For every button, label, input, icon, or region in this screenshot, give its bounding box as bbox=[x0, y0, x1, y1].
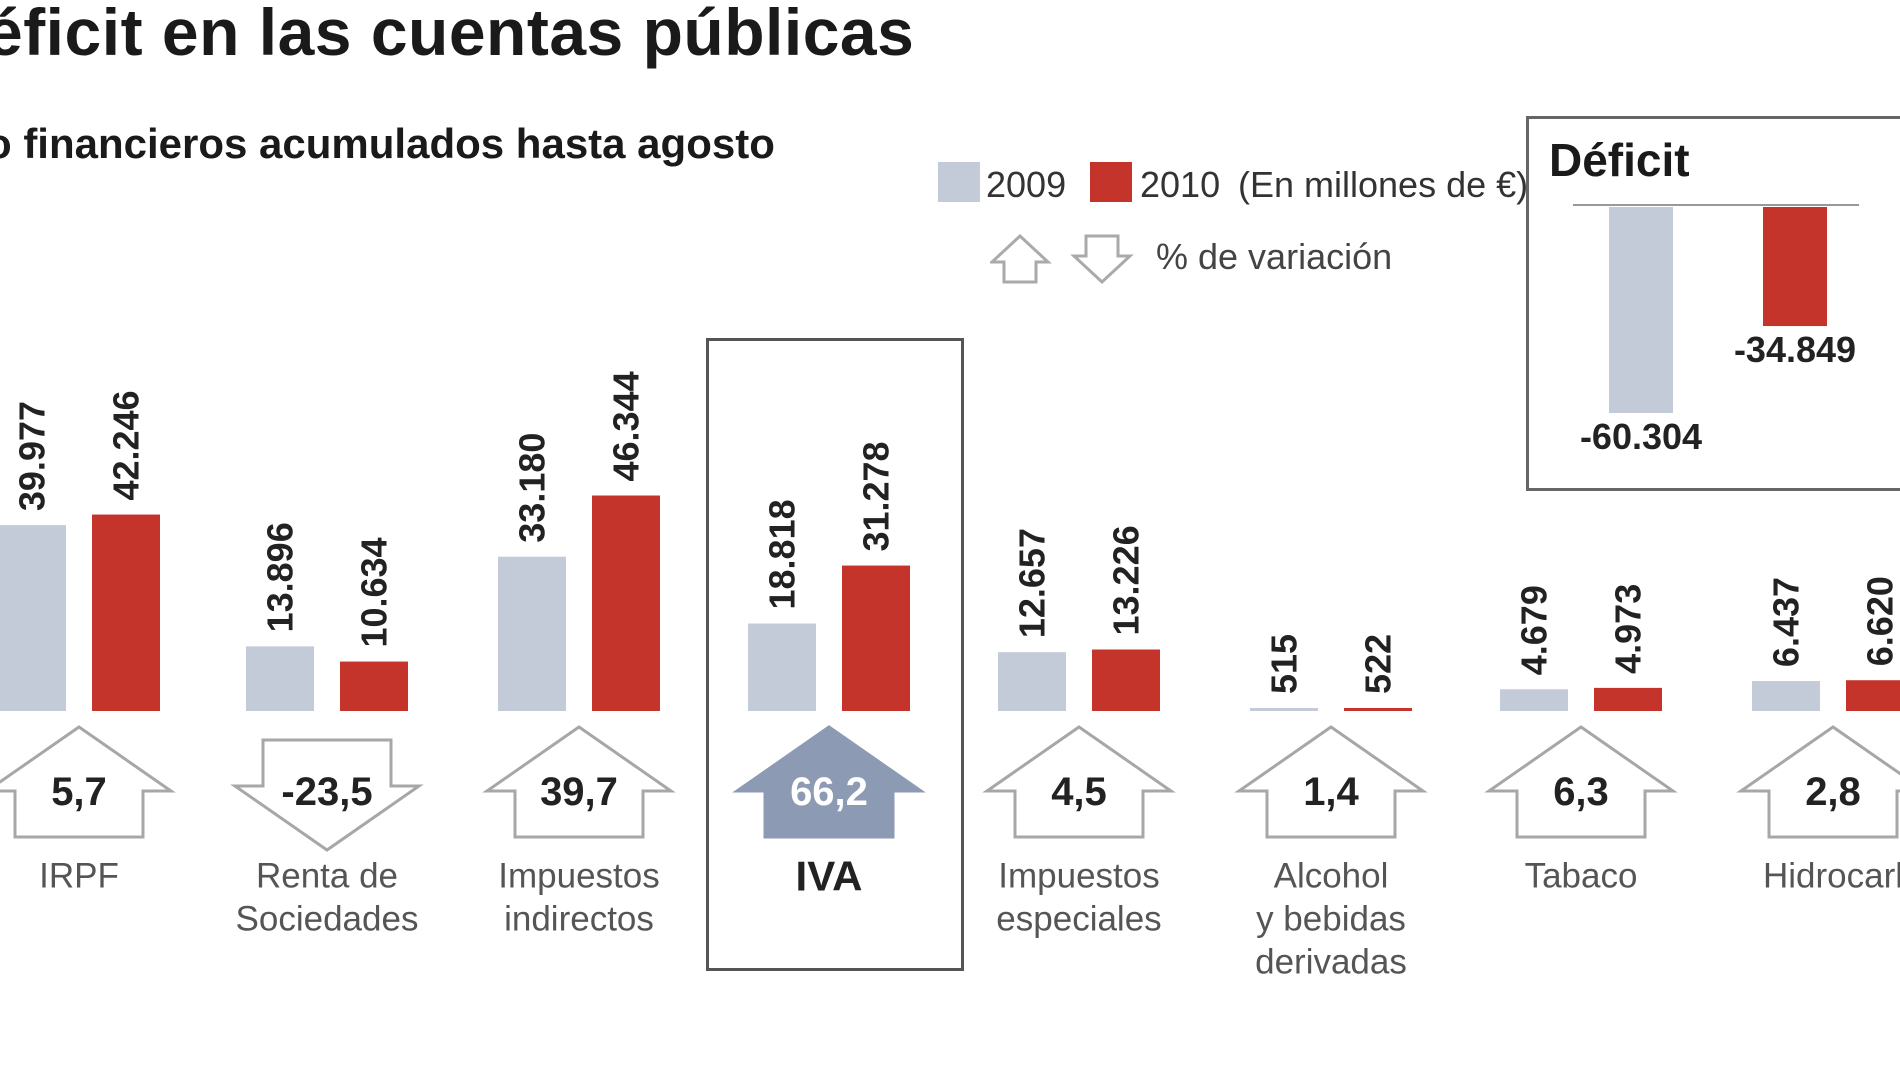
value-label-2010-impuestos-indirectos: 46.344 bbox=[606, 371, 647, 481]
variation-label-renta-de-sociedades: -23,5 bbox=[281, 770, 372, 814]
category-label-irpf: IRPF bbox=[39, 857, 119, 896]
bar-2010-iva bbox=[842, 565, 910, 711]
bar-2009-tabaco bbox=[1500, 689, 1568, 711]
variation-label-hidrocarburos: 2,8 bbox=[1805, 770, 1861, 814]
category-label-alcohol-y-bebidas-derivadas: derivadas bbox=[1255, 943, 1407, 982]
arrow-down-icon bbox=[1070, 234, 1134, 285]
bar-2010-renta-de-sociedades bbox=[340, 661, 408, 711]
value-label-2009-impuestos-especiales: 12.657 bbox=[1012, 528, 1053, 638]
arrow-up-icon bbox=[0, 725, 176, 839]
legend-label-2009: 2009 bbox=[986, 164, 1067, 205]
legend-swatch-2010 bbox=[1090, 162, 1132, 202]
bar-2010-irpf bbox=[92, 514, 160, 711]
bar-2009-renta-de-sociedades bbox=[246, 646, 314, 711]
category-label-renta-de-sociedades: Renta de bbox=[256, 857, 398, 896]
variation-label-impuestos-indirectos: 39,7 bbox=[540, 770, 618, 814]
value-label-2009-impuestos-indirectos: 33.180 bbox=[512, 433, 553, 543]
legend-arrows bbox=[990, 233, 1134, 285]
arrow-up-icon bbox=[1234, 725, 1428, 839]
category-label-alcohol-y-bebidas-derivadas: Alcohol bbox=[1274, 857, 1389, 896]
variation-label-irpf: 5,7 bbox=[51, 770, 107, 814]
bar-2010-impuestos-indirectos bbox=[592, 495, 660, 711]
value-label-2010-alcohol-y-bebidas-derivadas: 522 bbox=[1358, 634, 1399, 694]
arrow-up-icon bbox=[1484, 725, 1678, 839]
deficit-value-label-2009: -60.304 bbox=[1580, 416, 1702, 457]
legend-label-2010: 2010 bbox=[1140, 164, 1221, 205]
bar-2009-irpf bbox=[0, 525, 66, 711]
bar-2009-impuestos-indirectos bbox=[498, 556, 566, 711]
category-label-impuestos-especiales: Impuestos bbox=[998, 857, 1159, 896]
value-label-2009-irpf: 39.977 bbox=[12, 401, 53, 511]
arrow-up-icon bbox=[1736, 725, 1900, 839]
value-label-2009-renta-de-sociedades: 13.896 bbox=[260, 522, 301, 632]
value-label-2010-renta-de-sociedades: 10.634 bbox=[354, 537, 395, 647]
value-label-2010-tabaco: 4.973 bbox=[1608, 584, 1649, 674]
legend-variation: % de variación bbox=[1156, 236, 1393, 277]
bar-2009-alcohol-y-bebidas-derivadas bbox=[1250, 708, 1318, 711]
category-label-hidrocarburos: Hidrocarl bbox=[1763, 857, 1900, 896]
deficit-bar-2009 bbox=[1609, 207, 1673, 413]
arrow-up-icon bbox=[982, 725, 1176, 839]
category-label-renta-de-sociedades: Sociedades bbox=[236, 900, 419, 939]
bar-2010-alcohol-y-bebidas-derivadas bbox=[1344, 708, 1412, 711]
bar-2009-hidrocarburos bbox=[1752, 681, 1820, 711]
deficit-value-label-2010: -34.849 bbox=[1734, 329, 1856, 370]
iva-highlight-box bbox=[706, 338, 964, 971]
category-label-impuestos-indirectos: indirectos bbox=[504, 900, 654, 939]
value-label-2009-hidrocarburos: 6.437 bbox=[1766, 577, 1807, 667]
legend-swatch-2009 bbox=[938, 162, 980, 202]
bar-2010-impuestos-especiales bbox=[1092, 649, 1160, 711]
category-label-iva: IVA bbox=[796, 853, 863, 900]
legend-units: (En millones de €) bbox=[1238, 164, 1529, 205]
value-label-2009-alcohol-y-bebidas-derivadas: 515 bbox=[1264, 634, 1305, 694]
value-label-2010-impuestos-especiales: 13.226 bbox=[1106, 525, 1147, 635]
category-label-tabaco: Tabaco bbox=[1525, 857, 1638, 896]
category-label-impuestos-especiales: especiales bbox=[996, 900, 1161, 939]
category-label-alcohol-y-bebidas-derivadas: y bebidas bbox=[1256, 900, 1406, 939]
value-label-2009-tabaco: 4.679 bbox=[1514, 585, 1555, 675]
value-label-2010-iva: 31.278 bbox=[856, 441, 897, 551]
deficit-bar-2010 bbox=[1763, 207, 1827, 327]
bar-2009-impuestos-especiales bbox=[998, 652, 1066, 711]
variation-label-impuestos-especiales: 4,5 bbox=[1051, 770, 1107, 814]
arrow-down-icon bbox=[230, 738, 424, 852]
value-label-2010-irpf: 42.246 bbox=[106, 390, 147, 500]
arrow-up-icon bbox=[482, 725, 676, 839]
variation-label-tabaco: 6,3 bbox=[1553, 770, 1609, 814]
arrow-up-icon bbox=[990, 233, 1052, 284]
value-label-2010-hidrocarburos: 6.620 bbox=[1860, 576, 1900, 666]
variation-label-iva: 66,2 bbox=[790, 770, 868, 814]
deficit-bar-chart: -60.304 -34.849 bbox=[1573, 204, 1859, 457]
category-label-impuestos-indirectos: Impuestos bbox=[498, 857, 659, 896]
chart-title: éficit en las cuentas públicas bbox=[0, 0, 915, 69]
arrow-up-icon bbox=[732, 725, 926, 839]
deficit-title: Déficit bbox=[1549, 134, 1690, 186]
bar-2010-hidrocarburos bbox=[1846, 680, 1900, 711]
chart-subtitle: o financieros acumulados hasta agosto bbox=[0, 120, 775, 167]
deficit-panel: Déficit -60.304 -34.849 bbox=[1526, 116, 1900, 491]
variation-label-alcohol-y-bebidas-derivadas: 1,4 bbox=[1303, 770, 1359, 814]
bar-2010-tabaco bbox=[1594, 687, 1662, 711]
bar-2009-iva bbox=[748, 623, 816, 711]
value-label-2009-iva: 18.818 bbox=[762, 499, 803, 609]
